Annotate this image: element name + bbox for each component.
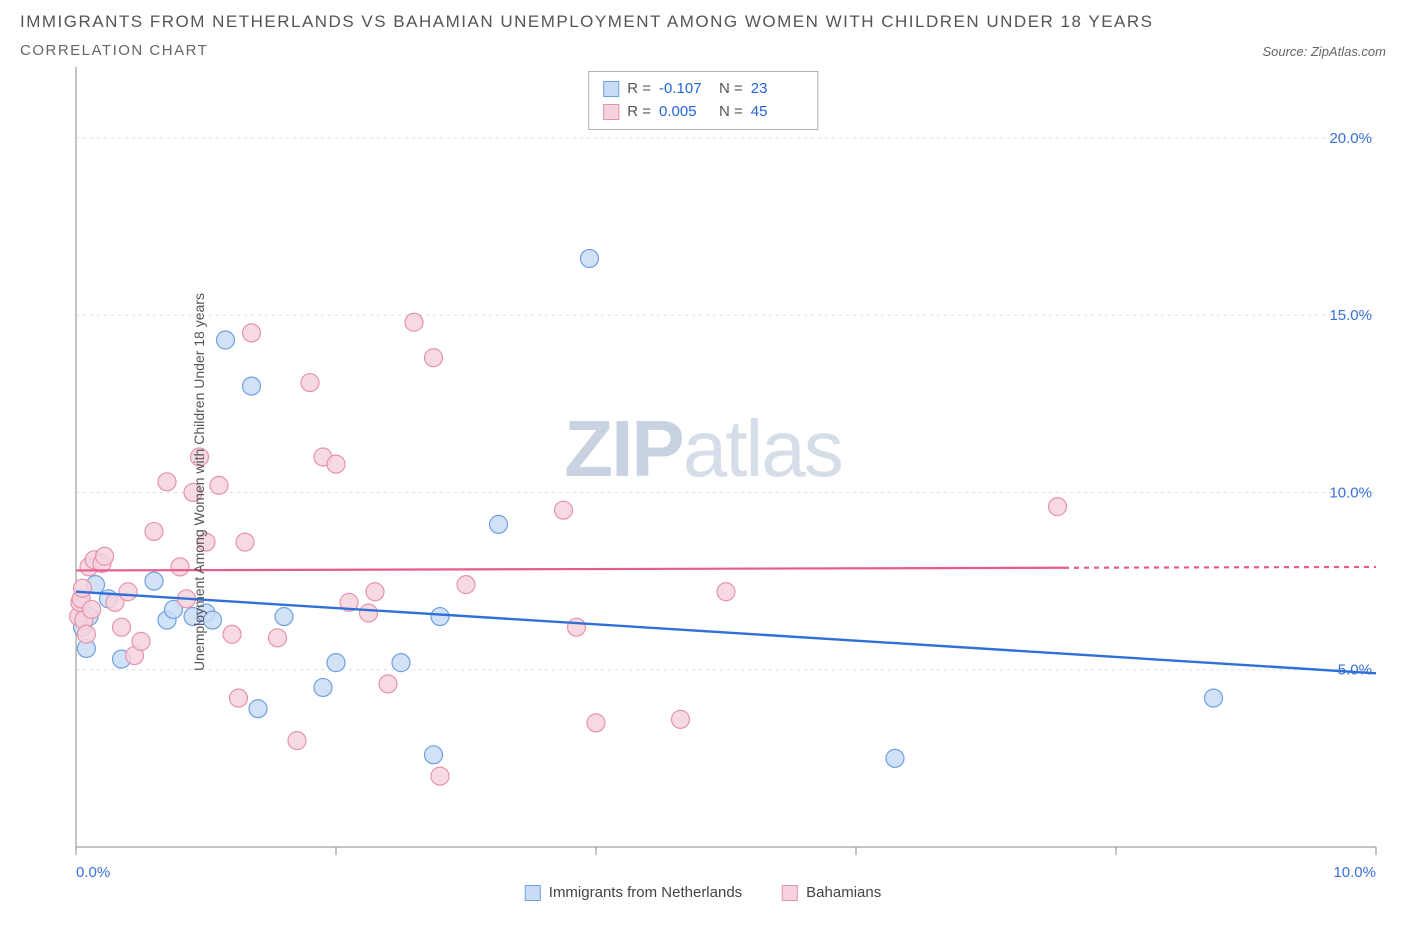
legend-label: Bahamians [806,884,881,901]
series-swatch [603,81,619,97]
n-value: 45 [751,101,803,124]
n-label: N = [719,101,743,124]
svg-text:20.0%: 20.0% [1329,130,1372,147]
r-label: R = [627,78,651,101]
r-value: 0.005 [659,101,711,124]
y-axis-title: Unemployment Among Women with Children U… [191,293,207,671]
r-label: R = [627,101,651,124]
svg-text:10.0%: 10.0% [1333,864,1376,881]
series-legend: Immigrants from Netherlands Bahamians [525,884,881,901]
svg-text:10.0%: 10.0% [1329,484,1372,501]
legend-label: Immigrants from Netherlands [549,884,742,901]
series-swatch [525,885,541,901]
legend-item: Bahamians [782,884,881,901]
n-value: 23 [751,78,803,101]
series-swatch [603,104,619,120]
chart-subtitle: CORRELATION CHART [20,42,208,59]
n-label: N = [719,78,743,101]
stats-row: R = -0.107 N = 23 [603,78,803,101]
chart-title: IMMIGRANTS FROM NETHERLANDS VS BAHAMIAN … [20,12,1386,32]
chart-container: Unemployment Among Women with Children U… [20,67,1386,897]
svg-text:0.0%: 0.0% [76,864,110,881]
source-attribution: Source: ZipAtlas.com [1262,44,1386,59]
legend-item: Immigrants from Netherlands [525,884,742,901]
correlation-stats-box: R = -0.107 N = 23 R = 0.005 N = 45 [588,71,818,130]
series-swatch [782,885,798,901]
r-value: -0.107 [659,78,711,101]
scatter-plot: 0.0%10.0%5.0%10.0%15.0%20.0% [20,67,1386,897]
svg-text:15.0%: 15.0% [1329,307,1372,324]
stats-row: R = 0.005 N = 45 [603,101,803,124]
